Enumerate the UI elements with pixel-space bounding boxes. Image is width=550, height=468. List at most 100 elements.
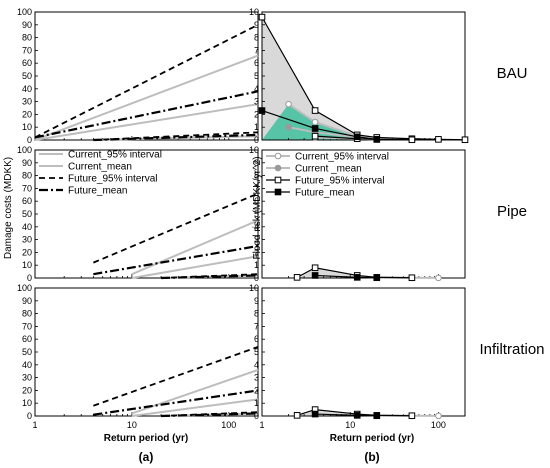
x-axis-label-b: Return period (yr) [330,433,414,444]
legend-entry: Current_mean [68,162,132,173]
series-line-0 [131,219,259,276]
y-tick-label: 90 [22,158,32,168]
legend-entry: Future_mean [68,186,127,197]
series-line-0 [131,368,259,415]
series-line-6 [161,412,259,418]
y-tick-label: 100 [17,283,32,293]
flood-risk-area-current [262,104,377,140]
data-point [408,274,416,282]
y-tick-label: 60 [22,334,32,344]
y-tick-label: 20 [22,247,32,257]
series-line-1 [131,255,259,279]
x-tick-label: 1 [32,420,37,430]
legend-entry: Future_95% interval [295,176,385,187]
y-tick-label: 0 [27,411,32,421]
panel-label-a: (a) [139,450,154,464]
data-point [311,132,319,140]
x-tick-label: 100 [221,420,236,430]
y-tick-label: 10 [22,398,32,408]
x-tick-label: 10 [127,420,137,430]
y-tick-label: 40 [22,360,32,370]
data-point [408,136,416,144]
data-point [435,412,442,420]
data-point [373,136,381,143]
data-point [285,100,292,108]
y-tick-label: 0 [254,411,259,421]
data-point [293,412,301,419]
scenario-labels: BAU Pipe Infiltration [479,65,544,358]
y-tick-label: 5 [254,209,259,219]
series-line-5 [93,244,259,276]
series-line-5 [261,109,377,140]
y-tick-label: 20 [22,109,32,119]
data-point [311,125,319,132]
data-point [285,123,292,131]
data-point [435,136,442,143]
y-tick-label: 4 [254,84,259,94]
y-tick-label: 90 [22,296,32,306]
y-tick-label: 10 [249,283,259,293]
y-tick-label: 7 [254,321,259,331]
y-tick-label: 40 [22,222,32,232]
data-point [435,274,442,282]
data-point [311,107,319,114]
y-tick-label: 4 [254,222,259,232]
legend-entry: Future_mean [295,188,354,199]
x-tick-label: 100 [431,420,446,430]
y-tick-label: 2 [254,385,259,395]
y-tick-label: 10 [249,7,259,17]
y-tick-label: 5 [254,71,259,81]
data-point [408,412,416,420]
y-tick-label: 1 [254,398,259,408]
scenario-label-bau: BAU [497,65,528,82]
subplot-b-bau: 0 1 2 3 4 5 6 7 8 9 10 [249,7,469,145]
y-tick-label: 20 [22,385,32,395]
y-tick-label: 90 [22,20,32,30]
data-point [311,272,319,279]
y-tick-label: 40 [22,84,32,94]
y-tick-label: 1 [254,260,259,270]
y-tick-label: 0 [254,135,259,145]
data-point [311,118,319,126]
data-point [373,274,381,282]
y-tick-label: 0 [27,273,32,283]
y-tick-label: 2 [254,247,259,257]
y-tick-label: 6 [254,334,259,344]
y-tick-label: 1 [254,122,259,132]
y-tick-label: 6 [254,58,259,68]
series-line-1 [131,398,259,417]
legend-marker [274,176,282,184]
panel-label-b: (b) [364,450,379,464]
data-point [311,410,319,418]
series-line-0 [34,54,259,141]
y-tick-label: 7 [254,45,259,55]
y-tick-label: 3 [254,373,259,383]
y-tick-label: 30 [22,373,32,383]
legend-a: Current_95% intervalCurrent_meanFuture_9… [39,150,162,197]
y-tick-label: 70 [22,45,32,55]
x-tick-label: 10 [345,420,355,430]
y-tick-label: 70 [22,321,32,331]
y-tick-label: 60 [22,196,32,206]
legend-entry: Current _mean [295,164,362,175]
data-point [258,107,266,114]
series-line-5 [93,389,259,416]
scenario-label-infiltration: Infiltration [479,341,544,358]
series-line-1 [34,103,259,141]
series-line-4 [315,135,412,141]
series-line-3 [93,346,259,407]
legend-marker [274,164,282,172]
y-tick-label: 50 [22,347,32,357]
plot-frame [261,287,466,417]
series-line-6 [93,133,259,142]
series-line-3 [92,192,259,264]
series-line-4 [93,131,259,141]
x-axis-label-a: Return period (yr) [104,433,188,444]
y-tick-label: 30 [22,235,32,245]
data-point [353,133,361,141]
